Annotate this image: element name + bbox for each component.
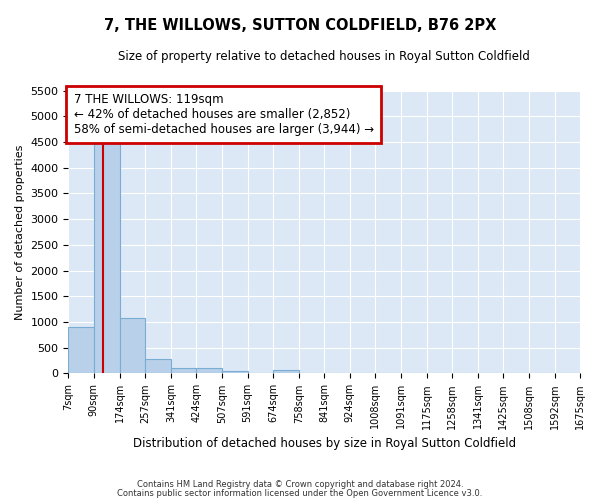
Title: Size of property relative to detached houses in Royal Sutton Coldfield: Size of property relative to detached ho… <box>118 50 530 63</box>
Bar <box>94 140 119 374</box>
Bar <box>273 370 299 374</box>
Bar <box>222 371 248 374</box>
Bar <box>68 327 94 374</box>
Text: 7 THE WILLOWS: 119sqm
← 42% of detached houses are smaller (2,852)
58% of semi-d: 7 THE WILLOWS: 119sqm ← 42% of detached … <box>74 94 374 136</box>
Text: 7, THE WILLOWS, SUTTON COLDFIELD, B76 2PX: 7, THE WILLOWS, SUTTON COLDFIELD, B76 2P… <box>104 18 496 32</box>
Text: Contains public sector information licensed under the Open Government Licence v3: Contains public sector information licen… <box>118 488 482 498</box>
Bar <box>196 368 222 374</box>
Bar <box>119 318 145 374</box>
X-axis label: Distribution of detached houses by size in Royal Sutton Coldfield: Distribution of detached houses by size … <box>133 437 516 450</box>
Y-axis label: Number of detached properties: Number of detached properties <box>15 144 25 320</box>
Bar <box>171 368 196 374</box>
Bar <box>145 359 171 374</box>
Text: Contains HM Land Registry data © Crown copyright and database right 2024.: Contains HM Land Registry data © Crown c… <box>137 480 463 489</box>
